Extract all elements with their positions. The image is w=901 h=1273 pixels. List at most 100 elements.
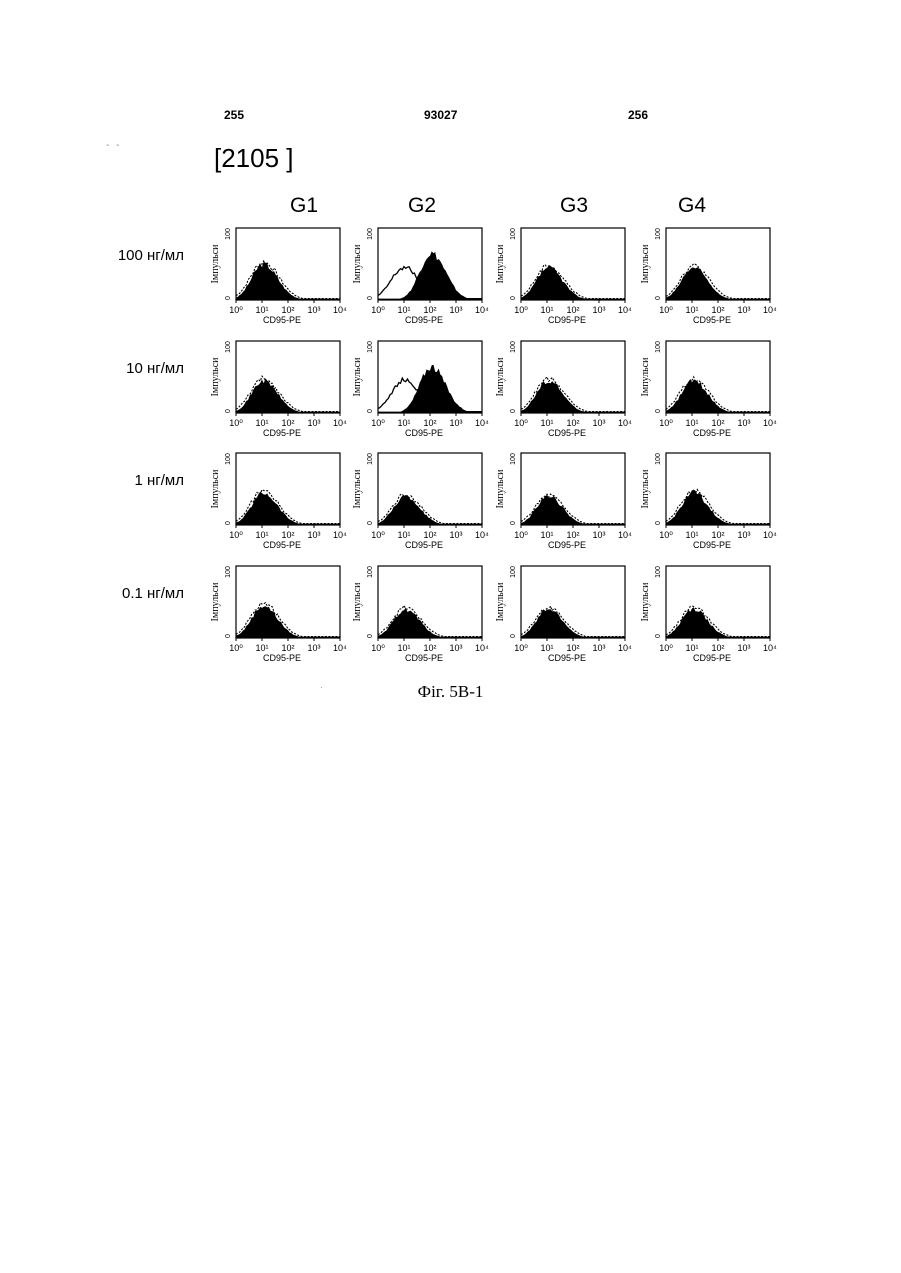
x-tick-label: 10² [711,643,724,653]
x-tick-label: 10³ [592,530,605,540]
x-tick-label: 10⁴ [333,530,347,540]
x-tick-label: 10⁴ [618,643,632,653]
filled-histogram [666,607,770,638]
x-tick-label: 10¹ [540,643,553,653]
y-tick-label: 100 [225,453,232,465]
filled-histogram [378,608,482,639]
y-tick-label: 100 [225,566,232,578]
row-label-3: 0.1 нг/мл [122,585,184,602]
x-axis-label: CD95-PE [548,653,586,663]
x-tick-label: 10⁰ [514,305,528,315]
x-tick-label: 10³ [592,418,605,428]
x-tick-label: 10¹ [255,305,268,315]
x-tick-label: 10⁰ [371,418,385,428]
filled-histogram [666,490,770,525]
x-axis-label: CD95-PE [263,653,301,663]
x-tick-label: 10³ [592,305,605,315]
x-tick-label: 10³ [737,530,750,540]
y-tick-label: 100 [225,228,232,240]
x-tick-label: 10⁰ [514,530,528,540]
x-axis-label: CD95-PE [405,315,443,325]
x-tick-label: 10⁰ [371,643,385,653]
y-tick-label: 0 [367,409,374,413]
x-tick-label: 10² [423,418,436,428]
filled-histogram [521,265,625,300]
y-axis-label: Імпульси [210,582,221,622]
x-tick-label: 10⁴ [333,305,347,315]
x-tick-label: 10³ [307,643,320,653]
y-tick-label: 100 [225,341,232,353]
x-tick-label: 10¹ [685,305,698,315]
y-axis-label: Імпульси [210,244,221,284]
y-axis-label: Імпульси [495,582,506,622]
y-axis-label: Імпульси [352,244,363,284]
x-axis-label: CD95-PE [548,315,586,325]
x-axis-label: CD95-PE [693,653,731,663]
filled-histogram [236,492,340,526]
x-axis-label: CD95-PE [263,428,301,438]
column-label-g3: G3 [560,194,588,217]
y-tick-label: 0 [655,409,662,413]
x-tick-label: 10⁴ [763,305,777,315]
x-tick-label: 10⁰ [229,530,243,540]
x-tick-label: 10⁰ [514,418,528,428]
y-axis-label: Імпульси [640,469,651,509]
x-tick-label: 10⁰ [229,643,243,653]
x-axis-label: CD95-PE [548,428,586,438]
y-tick-label: 0 [225,296,232,300]
x-tick-label: 10¹ [397,418,410,428]
filled-histogram [236,606,340,638]
x-tick-label: 10³ [737,418,750,428]
y-tick-label: 100 [367,566,374,578]
filled-histogram [236,261,340,300]
x-axis-label: CD95-PE [405,428,443,438]
x-tick-label: 10¹ [255,643,268,653]
filled-histogram [666,379,770,413]
x-tick-label: 10³ [307,418,320,428]
x-tick-label: 10² [423,643,436,653]
x-axis-label: CD95-PE [693,428,731,438]
x-tick-label: 10⁰ [659,530,673,540]
y-axis-label: Імпульси [352,582,363,622]
x-tick-label: 10¹ [685,418,698,428]
y-tick-label: 100 [655,341,662,353]
y-axis-label: Імпульси [495,244,506,284]
x-tick-label: 10¹ [540,530,553,540]
y-axis-label: Імпульси [352,469,363,509]
x-tick-label: 10³ [307,305,320,315]
x-tick-label: 10⁰ [514,643,528,653]
x-tick-label: 10⁰ [371,305,385,315]
y-axis-label: Імпульси [640,582,651,622]
x-axis-label: CD95-PE [693,540,731,550]
x-tick-label: 10⁰ [371,530,385,540]
x-tick-label: 10² [281,305,294,315]
x-tick-label: 10² [566,530,579,540]
filled-histogram [236,378,340,413]
x-tick-label: 10¹ [685,530,698,540]
y-axis-label: Імпульси [352,357,363,397]
y-tick-label: 100 [367,453,374,465]
filled-histogram [666,267,770,300]
y-tick-label: 100 [655,566,662,578]
x-axis-label: CD95-PE [405,653,443,663]
x-tick-label: 10⁰ [659,305,673,315]
y-tick-label: 0 [367,634,374,638]
y-tick-label: 0 [225,521,232,525]
x-tick-label: 10³ [449,305,462,315]
x-axis-label: CD95-PE [263,540,301,550]
x-tick-label: 10⁴ [475,530,489,540]
figure-caption: Фіг. 5В-1 [0,682,901,702]
x-tick-label: 10¹ [397,530,410,540]
y-tick-label: 0 [510,296,517,300]
x-tick-label: 10¹ [255,418,268,428]
y-axis-label: Імпульси [210,357,221,397]
x-tick-label: 10⁴ [475,418,489,428]
x-tick-label: 10⁴ [333,418,347,428]
x-tick-label: 10¹ [540,305,553,315]
x-axis-label: CD95-PE [405,540,443,550]
x-tick-label: 10⁰ [659,643,673,653]
x-tick-label: 10⁴ [763,418,777,428]
row-label-2: 1 нг/мл [135,472,185,489]
y-tick-label: 0 [367,521,374,525]
row-label-0: 100 нг/мл [118,247,184,264]
